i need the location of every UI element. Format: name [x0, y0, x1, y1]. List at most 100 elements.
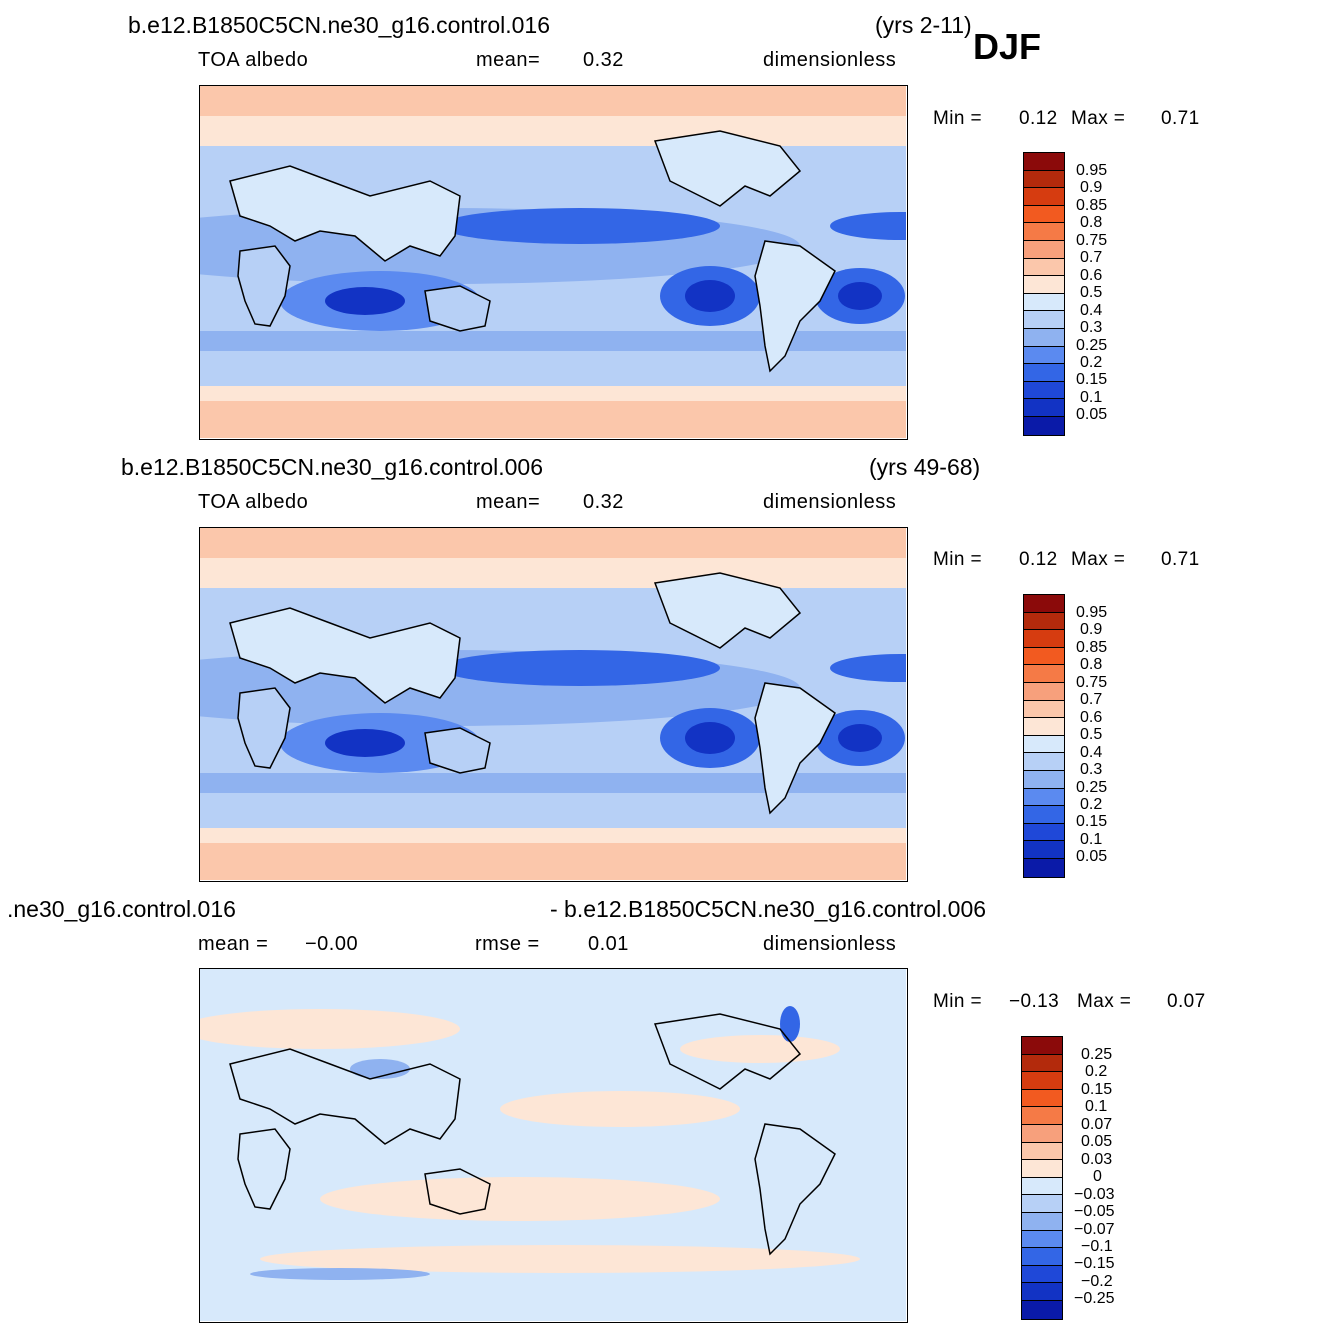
colorbar-label: 0.1 — [1080, 831, 1103, 848]
colorbar-label: 0.05 — [1076, 406, 1108, 423]
colorbar-label: 0 — [1093, 1168, 1102, 1185]
colorbar-swatch — [1024, 205, 1064, 224]
colorbar-label: 0.5 — [1080, 284, 1103, 301]
colorbar-swatch — [1022, 1177, 1062, 1196]
colorbar-swatch — [1024, 823, 1064, 842]
colorbar-label: 0.75 — [1076, 232, 1108, 249]
colorbar-swatch — [1024, 595, 1064, 613]
colorbar-label: −0.25 — [1074, 1290, 1115, 1307]
colorbar-label: 0.2 — [1080, 354, 1103, 371]
colorbar-swatch — [1024, 647, 1064, 666]
colorbar-swatch — [1024, 753, 1064, 771]
colorbar-swatch — [1022, 1265, 1062, 1284]
panel3-minus-case: - b.e12.B1850C5CN.ne30_g16.control.006 — [550, 896, 987, 922]
panel1-max-label: Max = — [1071, 108, 1126, 129]
panel3-map-field — [200, 969, 906, 1321]
colorbar-label: 0.75 — [1076, 674, 1108, 691]
colorbar-label: 0.25 — [1076, 337, 1108, 354]
colorbar-swatch — [1024, 346, 1064, 365]
colorbar-label: 0.4 — [1080, 744, 1103, 761]
panel3-max-label: Max = — [1077, 991, 1132, 1012]
colorbar-swatch — [1022, 1212, 1062, 1231]
colorbar-label: 0.95 — [1076, 604, 1108, 621]
panel3-max-value: 0.07 — [1167, 991, 1206, 1012]
colorbar-label: 0.3 — [1080, 319, 1103, 336]
colorbar-swatch — [1024, 770, 1064, 789]
colorbar-swatch — [1024, 735, 1064, 754]
colorbar-swatch — [1024, 718, 1064, 736]
season-label: DJF — [973, 26, 1042, 67]
colorbar-label: 0.07 — [1081, 1116, 1113, 1133]
colorbar-label: 0.2 — [1080, 796, 1103, 813]
panel3-min-label: Min = — [933, 991, 982, 1012]
colorbar-swatch — [1024, 682, 1064, 701]
colorbar-label: −0.05 — [1074, 1203, 1115, 1220]
colorbar-label: 0.05 — [1076, 848, 1108, 865]
colorbar-swatch — [1024, 630, 1064, 648]
colorbar-swatch — [1022, 1107, 1062, 1125]
colorbar-label: 0.1 — [1085, 1098, 1108, 1115]
colorbar-swatch — [1024, 700, 1064, 719]
colorbar-label: 0.15 — [1081, 1081, 1113, 1098]
panel2-case-title: b.e12.B1850C5CN.ne30_g16.control.006 — [121, 454, 543, 480]
panel2-min-value: 0.12 — [1019, 549, 1058, 570]
panel1-min-label: Min = — [933, 108, 982, 129]
colorbar-label: 0.6 — [1080, 267, 1103, 284]
colorbar-swatch — [1024, 240, 1064, 259]
colorbar-swatch — [1024, 328, 1064, 347]
colorbar-label: −0.2 — [1081, 1273, 1113, 1290]
panel1-variable: TOA albedo — [198, 49, 309, 71]
colorbar-swatch — [1024, 381, 1064, 400]
colorbar-label: 0.05 — [1081, 1133, 1113, 1150]
colorbar-swatch — [1022, 1248, 1062, 1266]
colorbar-swatch — [1024, 170, 1064, 189]
colorbar-label: −0.1 — [1081, 1238, 1113, 1255]
colorbar-label: 0.9 — [1080, 179, 1103, 196]
colorbar-swatch — [1024, 188, 1064, 206]
panel2-units: dimensionless — [763, 491, 897, 513]
colorbar-swatch — [1022, 1160, 1062, 1178]
colorbar-label: 0.7 — [1080, 691, 1103, 708]
colorbar-label: 0.8 — [1080, 214, 1103, 231]
colorbar-swatch — [1022, 1230, 1062, 1249]
panel1-min-value: 0.12 — [1019, 108, 1058, 129]
colorbar-swatch — [1024, 311, 1064, 329]
colorbar-swatch — [1024, 858, 1064, 877]
colorbar-swatch — [1024, 399, 1064, 417]
panel2-years: (yrs 49-68) — [869, 454, 981, 480]
colorbar-label: 0.25 — [1081, 1046, 1113, 1063]
panel2-mean-label: mean= — [476, 491, 541, 513]
colorbar-label: −0.03 — [1074, 1186, 1115, 1203]
colorbar-swatch — [1024, 276, 1064, 294]
colorbar-swatch — [1022, 1195, 1062, 1213]
colorbar-label: 0.5 — [1080, 726, 1103, 743]
panel3-min-value: −0.13 — [1009, 991, 1060, 1012]
panel1-mean-value: 0.32 — [583, 49, 624, 71]
panel3-units: dimensionless — [763, 933, 897, 955]
colorbar-swatch — [1024, 841, 1064, 859]
colorbar-swatch — [1024, 788, 1064, 807]
panel1-max-value: 0.71 — [1161, 108, 1200, 129]
colorbar-label: 0.2 — [1085, 1063, 1108, 1080]
panel3-rmse-label: rmse = — [475, 933, 540, 955]
colorbar-swatch — [1024, 665, 1064, 683]
panel2-max-label: Max = — [1071, 549, 1126, 570]
panel2-map — [199, 527, 908, 882]
panel1-colorbar — [1023, 152, 1065, 436]
colorbar-label: 0.9 — [1080, 621, 1103, 638]
colorbar-swatch — [1024, 806, 1064, 824]
colorbar-swatch — [1024, 293, 1064, 312]
panel2-min-label: Min = — [933, 549, 982, 570]
colorbar-swatch — [1022, 1089, 1062, 1108]
panel1-years: (yrs 2-11) — [875, 12, 972, 38]
colorbar-label: 0.15 — [1076, 813, 1108, 830]
colorbar-label: 0.25 — [1076, 779, 1108, 796]
panel3-mean-label: mean = — [198, 933, 269, 955]
panel2-variable: TOA albedo — [198, 491, 309, 513]
colorbar-label: 0.95 — [1076, 162, 1108, 179]
panel1-map-field — [200, 86, 906, 438]
colorbar-swatch — [1022, 1124, 1062, 1143]
panel2-max-value: 0.71 — [1161, 549, 1200, 570]
colorbar-swatch — [1022, 1142, 1062, 1161]
panel2-colorbar — [1023, 594, 1065, 878]
